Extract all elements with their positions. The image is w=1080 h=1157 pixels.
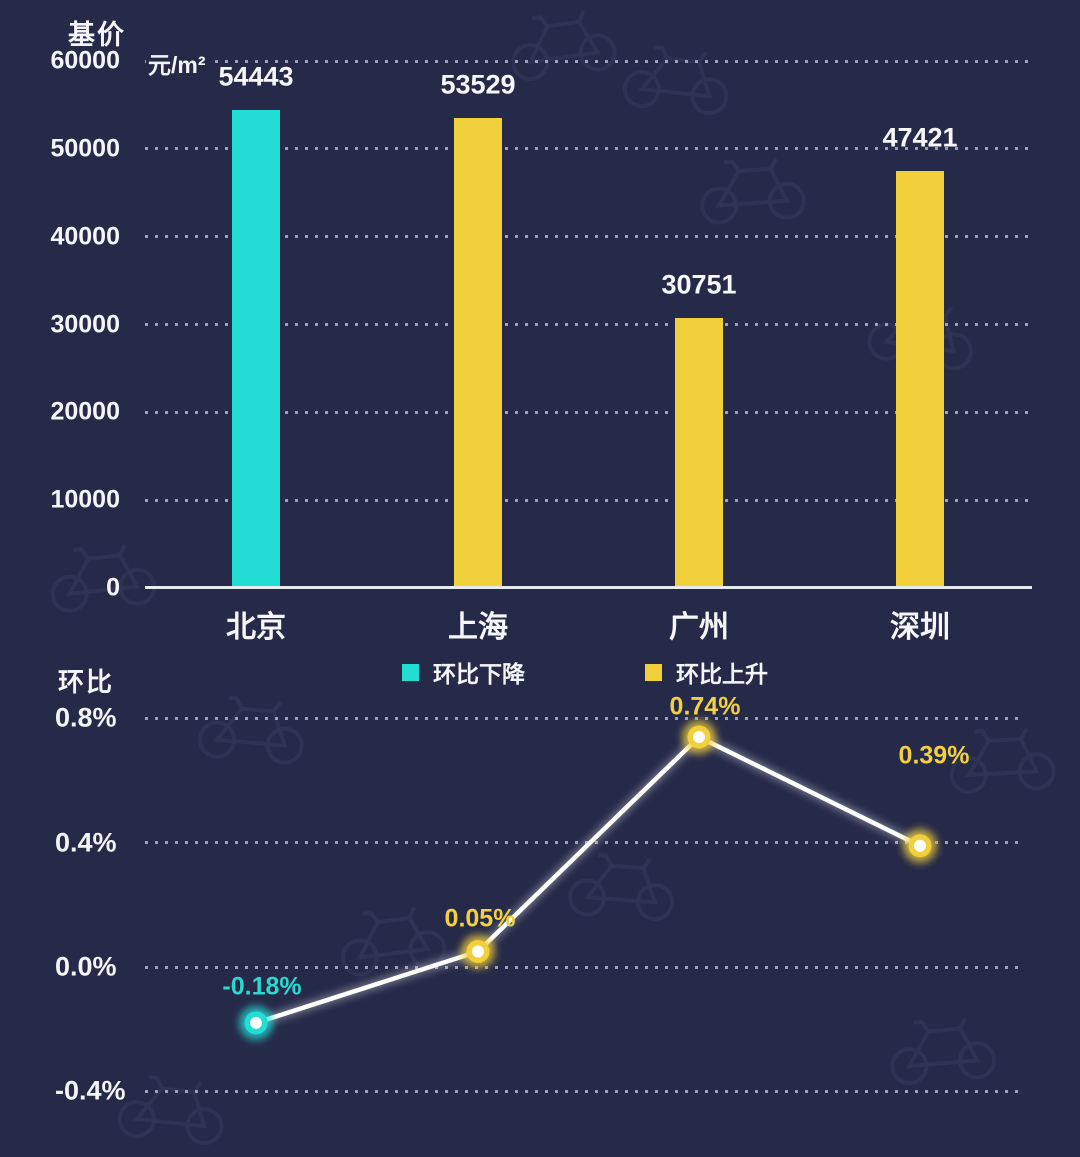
bar-y-tick-label: 40000 [50,222,120,251]
data-point-ring-guangzhou [687,725,711,749]
line-value-label-shenzhen: 0.39% [898,741,970,770]
bar-shanghai [454,117,502,586]
bar-y-tick-label: 30000 [50,310,120,338]
bar-beijing [232,109,280,586]
bar-gridline [145,410,1030,414]
bar-y-tick-label: 10000 [50,485,120,514]
bar-y-tick-label: 50000 [50,134,120,163]
bar-shenzhen [896,171,944,586]
bar-y-tick-label: 0 [106,573,120,602]
line-gridline [145,841,1025,845]
line-y-tick-label: -0.4% [55,1075,126,1106]
data-point-halo-guangzhou [682,720,716,755]
bar-gridline [145,147,1030,151]
bar-chart-title: 基价 [68,20,126,50]
x-axis-label-beijing: 北京 [226,611,286,644]
data-point-ring-beijing [244,1011,268,1035]
line-y-tick-label: 0.4% [55,827,117,858]
data-point-ring-shenzhen [908,834,932,858]
line-y-tick-label: 0.0% [55,951,117,982]
bar-gridline [145,498,1030,502]
legend-decrease-label: 环比下降 [433,661,525,687]
bar-value-label-shanghai: 53529 [440,69,516,100]
bar-x-axis-line [145,586,1032,589]
data-point-halo-shanghai [461,934,495,969]
data-point-halo-beijing [239,1005,273,1040]
line-chart-title: 环比 [58,667,115,697]
watermark-bicycle-icon [877,1002,1014,1096]
watermark-bicycle-icon [106,1061,244,1157]
data-point-ring-shanghai [466,939,490,963]
legend-decrease-swatch-icon [402,663,419,681]
line-gridline [145,716,1025,720]
legend-increase-label: 环比上升 [676,661,768,687]
x-axis-label-shanghai: 上海 [448,611,508,644]
bar-y-tick-label: 20000 [50,397,120,426]
line-y-tick-label: 0.8% [55,702,117,733]
watermark-bicycle-icon [36,528,174,624]
watermark-bicycle-icon [687,144,822,236]
legend-item-decrease: 环比下降 [402,655,525,689]
bar-guangzhou [675,317,723,586]
legend-increase-swatch-icon [645,663,662,681]
bar-gridline [145,59,1030,63]
bar-value-label-shenzhen: 47421 [882,122,958,153]
legend-item-increase: 环比上升 [645,655,768,689]
line-value-label-beijing: -0.18% [222,972,302,1001]
data-point-halo-shenzhen [903,828,937,863]
bar-gridline [145,323,1030,326]
data-point-core-shanghai [472,945,484,958]
watermark-bicycle-icon [611,31,749,127]
line-gridline [145,965,1025,969]
watermark-bicycle-icon [557,841,692,933]
x-axis-label-guangzhou: 广州 [669,611,729,644]
line-value-label-shanghai: 0.05% [444,904,516,933]
line-value-label-guangzhou: 0.74% [669,692,741,721]
bar-value-label-beijing: 54443 [218,61,294,92]
bar-value-label-guangzhou: 30751 [661,269,737,300]
line-gridline [145,1089,1025,1093]
bar-y-tick-label: 60000 [50,46,120,75]
watermark-bicycle-icon [187,682,324,776]
bar-gridline [145,235,1030,239]
data-point-core-guangzhou [693,731,705,744]
bar-chart-unit-label: 元/m² [146,46,214,80]
watermark-bicycle-icon [938,715,1072,805]
data-point-core-beijing [250,1016,262,1029]
watermark-bicycle-icon [495,0,635,94]
x-axis-label-shenzhen: 深圳 [890,611,950,644]
